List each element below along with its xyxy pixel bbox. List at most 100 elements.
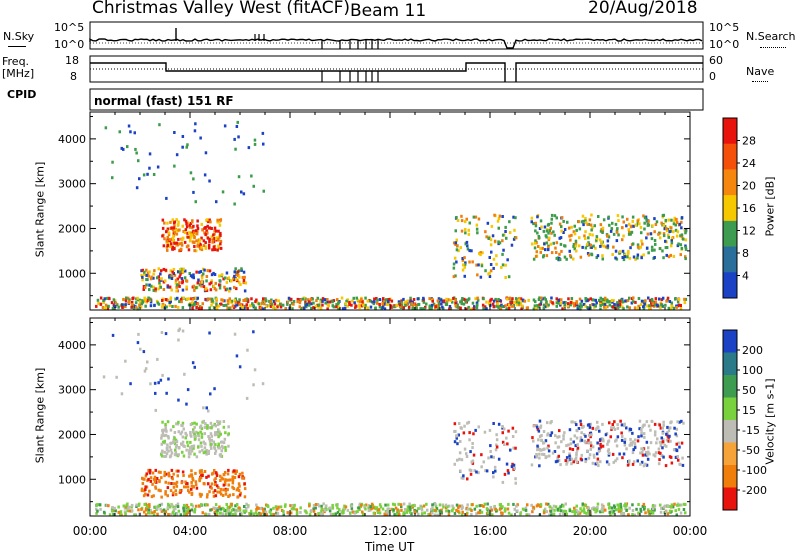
range-gate-cell [559, 505, 562, 509]
range-gate-cell [675, 442, 678, 446]
range-gate-cell [457, 506, 460, 510]
range-gate-cell [441, 300, 444, 304]
range-gate-cell [185, 448, 188, 452]
range-gate-cell [174, 278, 178, 282]
range-gate-cell [376, 298, 379, 302]
range-gate-cell [231, 485, 234, 489]
range-gate-cell [171, 237, 175, 240]
range-gate-cell [192, 284, 196, 288]
range-gate-cell [214, 471, 218, 475]
range-gate-cell [422, 296, 425, 300]
range-gate-cell [147, 508, 150, 512]
range-gate-cell [182, 230, 185, 233]
range-gate-cell [493, 213, 496, 217]
range-gate-cell [584, 304, 587, 308]
range-gate-cell [573, 509, 576, 513]
range-gate-cell [209, 432, 213, 436]
range-gate-cell [195, 422, 198, 426]
range-gate-cell [111, 509, 114, 513]
range-gate-cell [501, 252, 504, 256]
range-gate-cell [257, 302, 261, 306]
range-gate-cell [350, 504, 353, 508]
range-gate-cell [202, 440, 205, 444]
range-gate-cell [375, 297, 378, 300]
range-gate-cell [212, 306, 216, 310]
range-gate-cell [642, 464, 646, 468]
range-gate-cell [575, 451, 578, 455]
range-gate-cell [519, 512, 522, 516]
range-gate-cell [112, 305, 116, 308]
range-gate-cell [173, 453, 177, 457]
range-gate-cell [536, 503, 540, 507]
range-gate-cell [526, 503, 529, 507]
range-gate-cell [168, 275, 171, 278]
range-gate-cell [580, 431, 583, 435]
range-gate-cell [582, 507, 586, 511]
range-gate-cell [683, 301, 687, 305]
range-gate-cell [641, 448, 645, 452]
range-gate-cell [166, 221, 169, 225]
range-gate-cell [168, 304, 172, 307]
range-gate-cell [492, 305, 496, 309]
range-gate-cell [653, 248, 656, 252]
range-gate-cell [647, 510, 650, 514]
range-gate-cell [308, 504, 311, 508]
range-gate-cell [627, 232, 631, 236]
range-gate-cell [154, 391, 157, 395]
range-gate-cell [210, 446, 213, 450]
y-tick-label: 4000 [58, 133, 86, 146]
range-gate-cell [491, 234, 495, 238]
range-gate-cell [454, 241, 458, 245]
range-gate-cell [410, 302, 413, 306]
range-gate-cell [166, 486, 170, 490]
range-gate-cell [171, 228, 175, 232]
range-gate-cell [167, 474, 171, 478]
range-gate-cell [231, 476, 234, 480]
range-gate-cell [583, 439, 586, 443]
range-gate-cell [282, 513, 285, 517]
colorbar-tick-label: 50 [742, 384, 756, 397]
range-gate-cell [632, 296, 635, 300]
range-gate-cell [215, 474, 219, 477]
range-gate-cell [158, 480, 161, 484]
range-gate-cell [215, 307, 219, 310]
range-gate-cell [175, 484, 179, 488]
range-gate-cell [553, 214, 557, 218]
range-gate-cell [480, 453, 483, 457]
range-gate-cell [228, 512, 231, 516]
range-gate-cell [495, 445, 499, 449]
range-gate-cell [128, 509, 131, 513]
range-gate-cell [162, 288, 166, 291]
range-gate-cell [455, 238, 458, 242]
range-gate-cell [608, 300, 611, 304]
range-gate-cell [386, 503, 390, 507]
range-gate-cell [682, 508, 686, 511]
range-gate-cell [609, 229, 613, 233]
range-gate-cell [360, 503, 363, 507]
range-gate-cell [319, 300, 322, 304]
range-gate-cell [454, 229, 457, 233]
range-gate-cell [181, 279, 184, 283]
range-gate-cell [675, 234, 679, 238]
range-gate-cell [327, 304, 330, 308]
range-gate-cell [659, 426, 663, 430]
range-gate-cell [210, 303, 213, 307]
power-panel-frame [89, 111, 691, 311]
range-gate-cell [273, 302, 277, 306]
range-gate-cell [601, 226, 605, 230]
range-gate-cell [185, 225, 189, 229]
range-gate-cell [613, 506, 617, 509]
range-gate-cell [171, 270, 174, 274]
range-gate-cell [627, 222, 631, 226]
range-gate-cell [460, 219, 464, 223]
range-gate-cell [665, 253, 668, 257]
range-gate-cell [536, 444, 539, 448]
range-gate-cell [428, 307, 432, 311]
range-gate-cell [102, 299, 105, 303]
range-gate-cell [589, 431, 593, 435]
range-gate-cell [219, 246, 223, 250]
range-gate-cell [654, 430, 657, 434]
range-gate-cell [224, 487, 228, 491]
range-gate-cell [265, 299, 268, 303]
